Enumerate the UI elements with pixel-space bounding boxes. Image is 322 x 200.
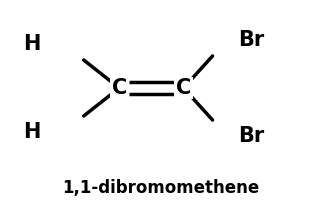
Text: C: C bbox=[111, 78, 127, 98]
Text: Br: Br bbox=[238, 30, 265, 50]
Text: H: H bbox=[24, 122, 41, 142]
Text: H: H bbox=[24, 34, 41, 54]
Text: Br: Br bbox=[238, 126, 265, 146]
Text: 1,1-dibromomethene: 1,1-dibromomethene bbox=[62, 179, 260, 197]
Text: C: C bbox=[176, 78, 191, 98]
